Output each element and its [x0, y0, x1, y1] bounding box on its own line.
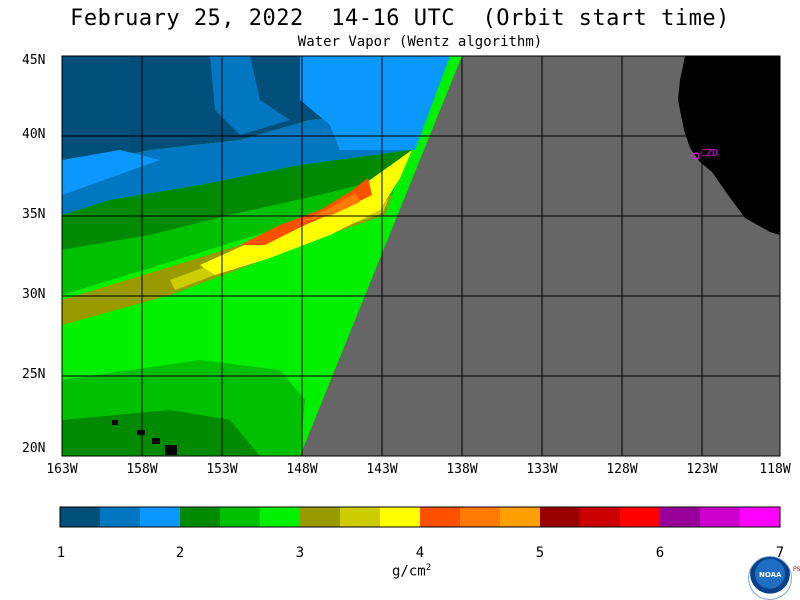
colorbar-swatch	[180, 507, 221, 527]
moisture-band-7	[62, 175, 400, 295]
lon-label-133w: 133W	[526, 462, 558, 477]
colorbar-swatch	[620, 507, 661, 527]
colorbar-tick-4: 4	[415, 545, 425, 561]
noaa-logo: NOAA	[748, 556, 792, 600]
colorbar	[60, 507, 781, 527]
colorbar-tick-7: 7	[775, 545, 785, 561]
moisture-band-3	[210, 56, 290, 135]
island	[137, 430, 145, 435]
title: February 25, 2022 14-16 UTC (Orbit start…	[70, 6, 730, 31]
colorbar-swatch	[540, 507, 581, 527]
lon-label-118w: 118W	[759, 462, 791, 477]
lon-label-123w: 123W	[686, 462, 718, 477]
moisture-band-14	[300, 193, 360, 222]
station-marker	[692, 152, 700, 160]
moisture-band-5	[62, 150, 160, 195]
lon-label-158w: 158W	[126, 462, 158, 477]
moisture-band-9	[62, 410, 260, 456]
lat-label-35n: 35N	[22, 207, 46, 222]
psl-logo-text: PSL	[793, 566, 800, 573]
lat-label-40n: 40N	[22, 127, 46, 142]
map-frame	[61, 55, 781, 457]
colorbar-swatch	[660, 507, 701, 527]
colorbar-swatch	[300, 507, 341, 527]
colorbar-tick-1: 1	[56, 545, 66, 561]
colorbar-swatch	[220, 507, 261, 527]
lat-label-20n: 20N	[22, 441, 46, 456]
lat-label-30n: 30N	[22, 287, 46, 302]
land-region	[678, 56, 780, 235]
lon-label-128w: 128W	[606, 462, 638, 477]
colorbar-tick-2: 2	[175, 545, 185, 561]
colorbar-swatch	[380, 507, 421, 527]
colorbar-swatch	[740, 507, 781, 527]
colorbar-swatch	[580, 507, 621, 527]
colorbar-swatch	[700, 507, 741, 527]
lon-label-138w: 138W	[446, 462, 478, 477]
lat-label-25n: 25N	[22, 367, 46, 382]
colorbar-swatch	[60, 507, 101, 527]
colorbar-frame	[59, 506, 781, 528]
lon-label-143w: 143W	[366, 462, 398, 477]
subtitle: Water Vapor (Wentz algorithm)	[297, 34, 543, 50]
lon-label-148w: 148W	[286, 462, 318, 477]
noaa-logo-text: NOAA	[759, 571, 782, 579]
colorbar-unit: g/cm2	[392, 563, 432, 580]
colorbar-swatch	[420, 507, 461, 527]
moisture-band-2	[62, 115, 412, 215]
colorbar-swatch	[100, 507, 141, 527]
island	[112, 420, 118, 425]
moisture-band-6	[62, 150, 412, 250]
colorbar-tick-6: 6	[655, 545, 665, 561]
colorbar-tick-3: 3	[295, 545, 305, 561]
colorbar-tick-5: 5	[535, 545, 545, 561]
station-label: CZD	[700, 148, 718, 159]
grid-lines	[62, 56, 780, 456]
moisture-band-4	[300, 56, 450, 150]
colorbar-swatch	[460, 507, 501, 527]
lon-label-153w: 153W	[206, 462, 238, 477]
colorbar-swatch	[340, 507, 381, 527]
island	[165, 445, 177, 455]
lat-label-45n: 45N	[22, 53, 46, 68]
island	[152, 438, 160, 444]
lon-label-163w: 163W	[46, 462, 78, 477]
colorbar-swatch	[500, 507, 541, 527]
colorbar-swatch	[260, 507, 301, 527]
colorbar-swatch	[140, 507, 181, 527]
